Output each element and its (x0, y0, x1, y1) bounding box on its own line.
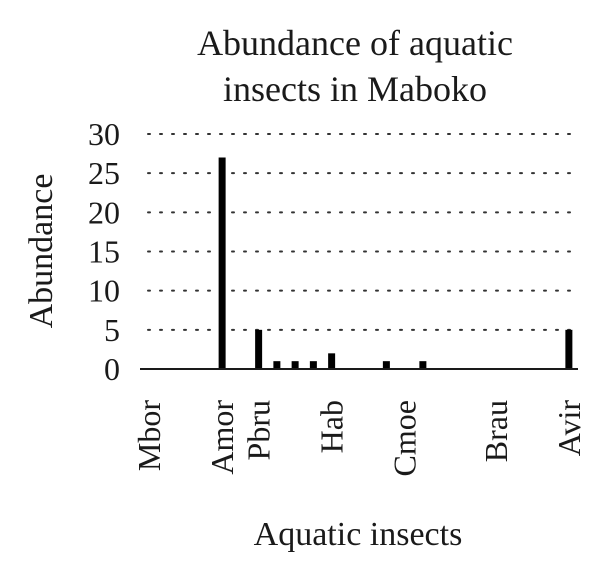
x-tick-label: Amor (204, 400, 240, 475)
bar (218, 157, 226, 369)
bar (419, 361, 427, 369)
bar (255, 329, 263, 369)
chart-title-line-1: Abundance of aquatic (197, 23, 513, 63)
bar (382, 361, 390, 369)
chart-title-line-2: insects in Maboko (223, 69, 487, 109)
x-tick-label: Pbru (241, 400, 277, 460)
gridlines (147, 133, 579, 331)
bars (218, 157, 573, 369)
bar (328, 353, 336, 369)
x-tick-labels: Mbor Amor Pbru Hab Cmoe Brau Avir (131, 400, 587, 477)
x-tick-label: Mbor (131, 400, 167, 471)
bar (273, 361, 281, 369)
bar (309, 361, 317, 369)
bar (565, 329, 573, 369)
x-tick-label: Hab (314, 400, 350, 453)
y-tick-label: 5 (104, 312, 120, 348)
x-tick-label: Cmoe (387, 400, 423, 476)
y-tick-label: 0 (104, 351, 120, 387)
y-tick-label: 10 (88, 273, 120, 309)
x-tick-label: Brau (478, 400, 514, 462)
y-tick-label: 30 (88, 116, 120, 152)
x-axis-title: Aquatic insects (254, 516, 463, 553)
y-tick-label: 15 (88, 234, 120, 270)
x-tick-label: Avir (551, 400, 587, 457)
y-tick-label: 20 (88, 194, 120, 230)
y-axis-title: Abundance (23, 174, 60, 329)
y-tick-label: 25 (88, 155, 120, 191)
bar (291, 361, 299, 369)
